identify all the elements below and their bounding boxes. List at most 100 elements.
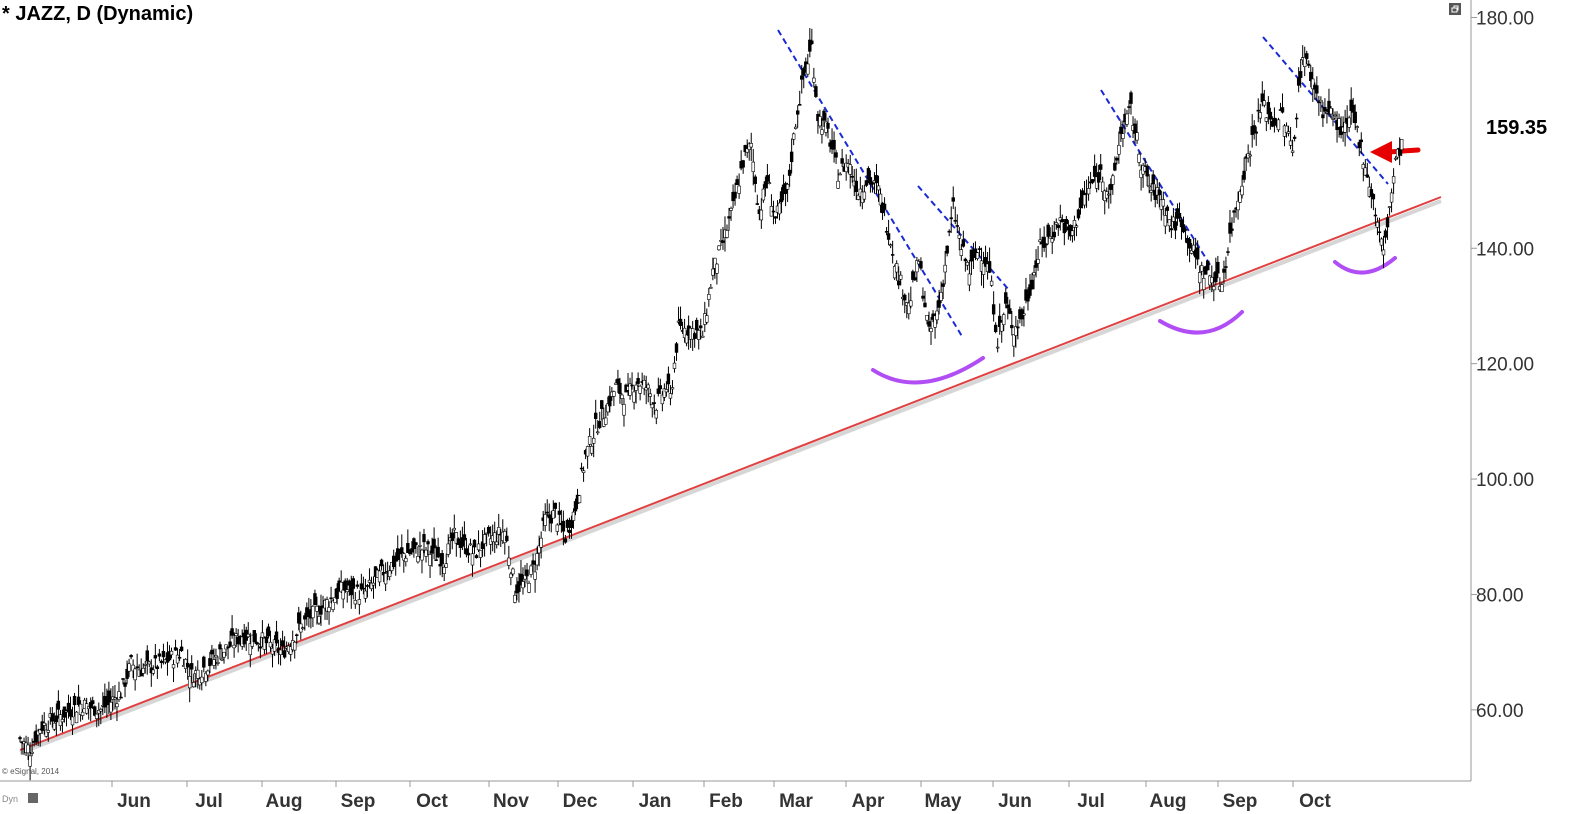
candle <box>462 521 467 554</box>
candle <box>525 563 529 584</box>
candle <box>551 500 555 519</box>
chart-title: * JAZZ, D (Dynamic) <box>2 3 193 25</box>
candle <box>1365 162 1370 178</box>
candle <box>76 684 81 707</box>
candle <box>753 174 757 193</box>
candle <box>1042 226 1046 252</box>
candle <box>486 525 491 537</box>
candle <box>521 567 525 595</box>
candle <box>1074 223 1079 237</box>
y-tick-label: 100.00 <box>1476 470 1534 491</box>
candle <box>969 249 974 275</box>
candle <box>123 679 127 698</box>
candle <box>555 523 560 536</box>
price-axis: 180.00 140.00 120.00 100.00 80.00 60.00 <box>1471 8 1534 722</box>
candle <box>293 640 297 659</box>
candle <box>741 159 745 174</box>
candle <box>1258 103 1262 124</box>
candle <box>929 316 933 345</box>
candle <box>826 117 830 139</box>
candle <box>646 382 650 403</box>
candle <box>1000 319 1004 343</box>
candle <box>628 377 632 400</box>
dyn-toggle[interactable]: Dyn <box>2 793 38 804</box>
candle <box>1127 100 1131 114</box>
candle <box>1119 120 1123 143</box>
candle <box>537 535 541 567</box>
candle <box>666 366 671 393</box>
candle <box>117 681 121 702</box>
candle <box>153 644 158 669</box>
candle <box>135 653 139 670</box>
candle <box>1202 266 1206 299</box>
candle <box>1260 81 1265 107</box>
window-restore-icon[interactable] <box>1449 3 1461 15</box>
dyn-icon <box>28 793 38 803</box>
candle <box>91 696 95 709</box>
candle <box>793 123 798 130</box>
candle <box>357 590 362 615</box>
candle <box>949 206 953 233</box>
candle <box>1296 67 1301 93</box>
candle <box>161 643 166 665</box>
candle <box>717 245 721 251</box>
candle <box>1147 174 1151 194</box>
candle <box>1256 98 1260 123</box>
candle <box>133 668 137 691</box>
candle <box>1319 96 1323 112</box>
candle <box>1062 219 1067 246</box>
candle <box>80 708 85 720</box>
candle <box>997 303 1002 335</box>
candle <box>711 257 715 281</box>
candle <box>288 642 293 662</box>
candle <box>295 633 299 644</box>
candle <box>303 612 307 631</box>
candle <box>1032 265 1036 290</box>
candle <box>616 369 620 393</box>
candle <box>159 659 164 669</box>
candle <box>991 291 996 322</box>
candle <box>175 648 180 668</box>
candle <box>1286 125 1291 137</box>
candle <box>660 391 665 412</box>
candle <box>313 589 317 606</box>
candle <box>220 648 224 662</box>
candle <box>802 66 806 89</box>
candle <box>715 263 719 285</box>
candle <box>947 229 951 237</box>
candle <box>274 620 279 647</box>
candle <box>866 166 871 184</box>
candle <box>1070 225 1075 243</box>
candle <box>674 341 679 361</box>
candle <box>921 287 925 302</box>
support-trendline <box>19 196 1442 751</box>
candle <box>953 206 957 225</box>
y-tick-label: 80.00 <box>1476 585 1524 606</box>
candle <box>278 638 283 666</box>
candle <box>155 664 160 679</box>
candle <box>1173 211 1178 240</box>
candle <box>1272 107 1277 133</box>
candle <box>1204 265 1208 275</box>
candle <box>642 375 646 396</box>
candle <box>1072 215 1077 241</box>
candle <box>1206 259 1210 271</box>
candle <box>1353 104 1357 131</box>
candle <box>1387 206 1392 216</box>
candle <box>452 514 456 539</box>
candle <box>208 651 212 674</box>
candle <box>396 535 400 562</box>
candle <box>119 692 123 699</box>
candle <box>412 537 416 558</box>
x-tick-label: Jul <box>195 791 222 812</box>
candle <box>1044 243 1048 258</box>
candle <box>450 529 454 550</box>
candle <box>1056 223 1060 236</box>
candle <box>834 149 838 164</box>
candle <box>765 164 770 189</box>
candle <box>577 495 582 504</box>
candle <box>963 257 968 272</box>
candle <box>1242 157 1246 183</box>
candle <box>1054 218 1058 230</box>
candle <box>513 590 517 604</box>
